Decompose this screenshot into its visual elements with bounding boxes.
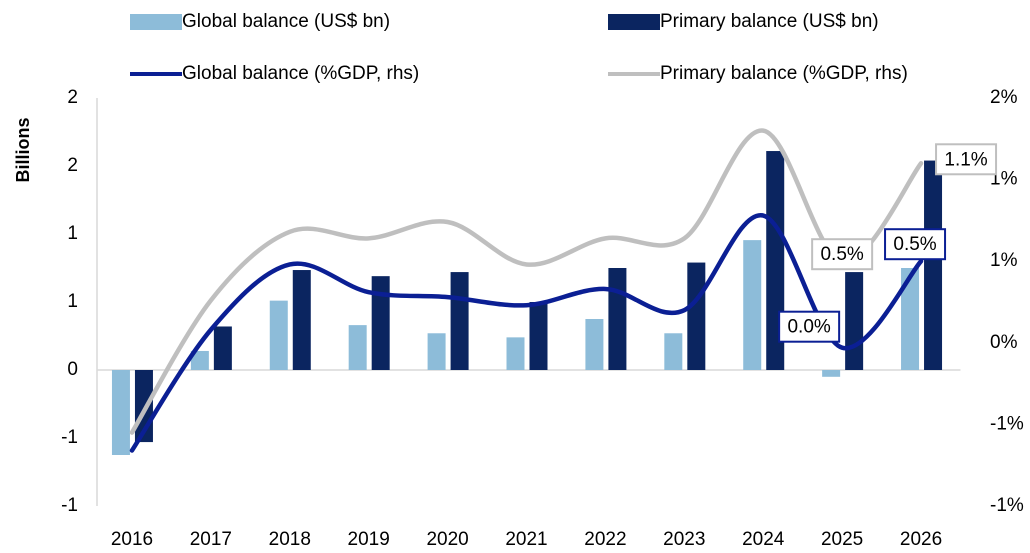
y-tick-label: 0 [67, 359, 78, 380]
bar [506, 337, 525, 370]
y2-tick-label: -1% [990, 495, 1024, 516]
data-label-box [935, 143, 998, 176]
bar [687, 262, 706, 370]
bar [845, 272, 864, 370]
x-tick-label: 2024 [742, 529, 785, 550]
y-tick-label: 1 [67, 291, 78, 312]
data-label: 0.5% [820, 244, 863, 265]
bar [213, 326, 232, 370]
legend-label: Global balance (%GDP, rhs) [182, 63, 419, 84]
x-tick-label: 2020 [426, 529, 468, 550]
bar [924, 160, 943, 370]
x-tick-label: 2025 [821, 529, 863, 550]
y-tick-label: 2 [67, 87, 78, 108]
bar [585, 319, 604, 370]
legend-swatch [608, 14, 660, 30]
bar [111, 370, 130, 455]
data-label-box [811, 238, 874, 271]
bar [292, 270, 311, 370]
line [129, 213, 924, 453]
y-tick-label: 2 [67, 155, 78, 176]
bar [608, 268, 627, 370]
x-tick-label: 2026 [900, 529, 942, 550]
x-tick-label: 2016 [111, 529, 153, 550]
bar [427, 333, 446, 370]
y-tick-label: 1 [67, 223, 78, 244]
line [129, 128, 924, 435]
x-tick-label: 2022 [584, 529, 626, 550]
y2-tick-label: -1% [990, 413, 1024, 434]
legend-swatch [130, 14, 182, 30]
legend-label: Primary balance (US$ bn) [660, 11, 879, 32]
bar [190, 350, 209, 370]
y2-tick-label: 0% [990, 332, 1018, 353]
bar [529, 302, 548, 370]
y2-tick-label: 2% [990, 87, 1018, 108]
bar [822, 370, 841, 377]
bar [743, 240, 762, 370]
bar [901, 268, 920, 370]
bar [371, 276, 390, 370]
legend-label: Primary balance (%GDP, rhs) [660, 63, 908, 84]
bar [269, 300, 288, 370]
bar [664, 333, 683, 370]
y-tick-label: -1 [61, 427, 78, 448]
data-label: 0.0% [787, 317, 830, 338]
y2-tick-label: 1% [990, 250, 1018, 271]
bar [348, 325, 367, 370]
data-label-box [778, 310, 841, 343]
x-tick-label: 2018 [269, 529, 311, 550]
data-label: 0.5% [893, 234, 936, 255]
x-tick-label: 2017 [190, 529, 232, 550]
x-tick-label: 2021 [505, 529, 547, 550]
y-axis-label: Billions [13, 117, 33, 182]
legend-label: Global balance (US$ bn) [182, 11, 390, 32]
x-tick-label: 2019 [348, 529, 390, 550]
data-label-box [884, 228, 947, 261]
bar [450, 272, 469, 370]
y-tick-label: -1 [61, 495, 78, 516]
data-label: 1.1% [944, 149, 987, 170]
x-tick-label: 2023 [663, 529, 705, 550]
